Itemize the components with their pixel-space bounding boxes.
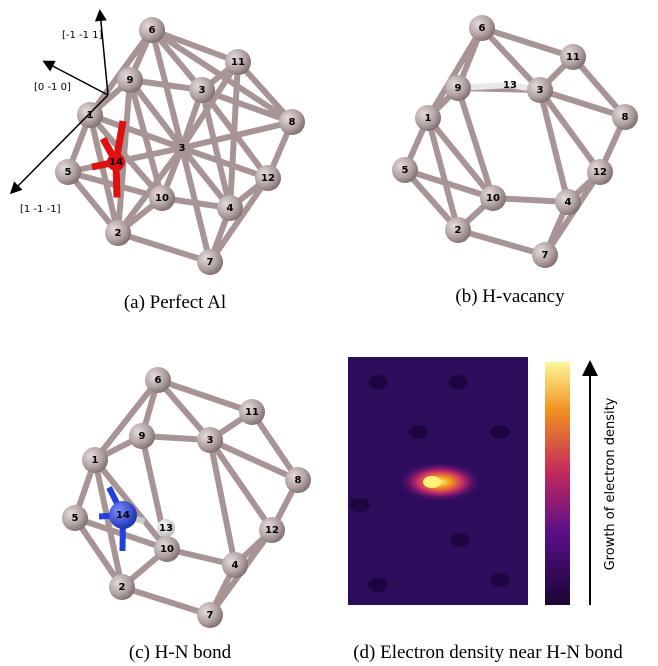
atom-label: 14 — [109, 157, 123, 168]
caption: (a) Perfect Al — [124, 292, 226, 313]
bond — [458, 230, 545, 255]
atom-label: 7 — [207, 610, 214, 621]
direction-label: [-1 -1 1] — [62, 30, 103, 41]
bond — [118, 233, 210, 262]
atom-label: 9 — [455, 83, 462, 94]
atom-label: 12 — [265, 525, 279, 536]
atom-label: 5 — [402, 165, 409, 176]
atom-label: 12 — [261, 173, 275, 184]
atom-label: 8 — [622, 112, 629, 123]
atom-label: 11 — [245, 407, 259, 418]
atom-label: 3 — [179, 143, 186, 154]
atom-label: 2 — [115, 228, 122, 239]
atom-label: 10 — [486, 193, 500, 204]
atom-label: 9 — [139, 431, 146, 442]
atom-label: 12 — [593, 167, 607, 178]
atom-label: 3 — [537, 85, 544, 96]
atom-label: 8 — [295, 475, 302, 486]
atom-label: 1 — [92, 455, 99, 466]
atom-label: 11 — [231, 57, 245, 68]
caption: (d) Electron density near H-N bond — [353, 642, 623, 663]
atom-label: 14 — [116, 510, 130, 521]
figure: Growth of electron density 6119318512104… — [0, 0, 658, 666]
atom-label: 8 — [289, 117, 296, 128]
atom-label: 3 — [199, 85, 206, 96]
direction-label: [1 -1 -1] — [20, 204, 61, 215]
bond — [428, 28, 482, 118]
atom-label: 1 — [425, 113, 432, 124]
atom-label: 9 — [127, 75, 134, 86]
atom-label: 4 — [227, 203, 234, 214]
direction-arrow — [100, 12, 108, 95]
bond — [458, 88, 493, 198]
atom-label: 2 — [119, 582, 126, 593]
atom-label: 6 — [149, 25, 156, 36]
atom-label: 3 — [207, 435, 214, 446]
atom-label: 10 — [160, 544, 174, 555]
atom-label: 6 — [479, 23, 486, 34]
structure: 6 11 9 3 1 8 5 12 10 4 2 7 13 14 — [62, 367, 311, 628]
atom-label: 11 — [566, 52, 580, 63]
atom-label: 5 — [72, 513, 79, 524]
caption: (c) H-N bond — [129, 642, 232, 663]
atom-label: 10 — [155, 193, 169, 204]
atom-label: 4 — [232, 560, 239, 571]
atom-label: 7 — [542, 250, 549, 261]
atom-label: 4 — [565, 197, 572, 208]
atom-label: 13 — [503, 80, 517, 91]
atom-label: 5 — [65, 167, 72, 178]
atom-label: 7 — [207, 257, 214, 268]
colorbar — [545, 362, 570, 605]
colorbar-label: Growth of electron density — [603, 397, 618, 570]
atom-label: 13 — [159, 523, 173, 534]
structure: 6 11 9 3 1 8 5 12 10 4 2 7 13 — [392, 15, 638, 268]
bond — [122, 587, 210, 615]
direction-label: [0 -1 0] — [34, 82, 71, 93]
atom-label: 2 — [455, 225, 462, 236]
atom-label: 6 — [155, 375, 162, 386]
density-map — [348, 357, 528, 605]
caption: (b) H-vacancy — [455, 286, 565, 307]
